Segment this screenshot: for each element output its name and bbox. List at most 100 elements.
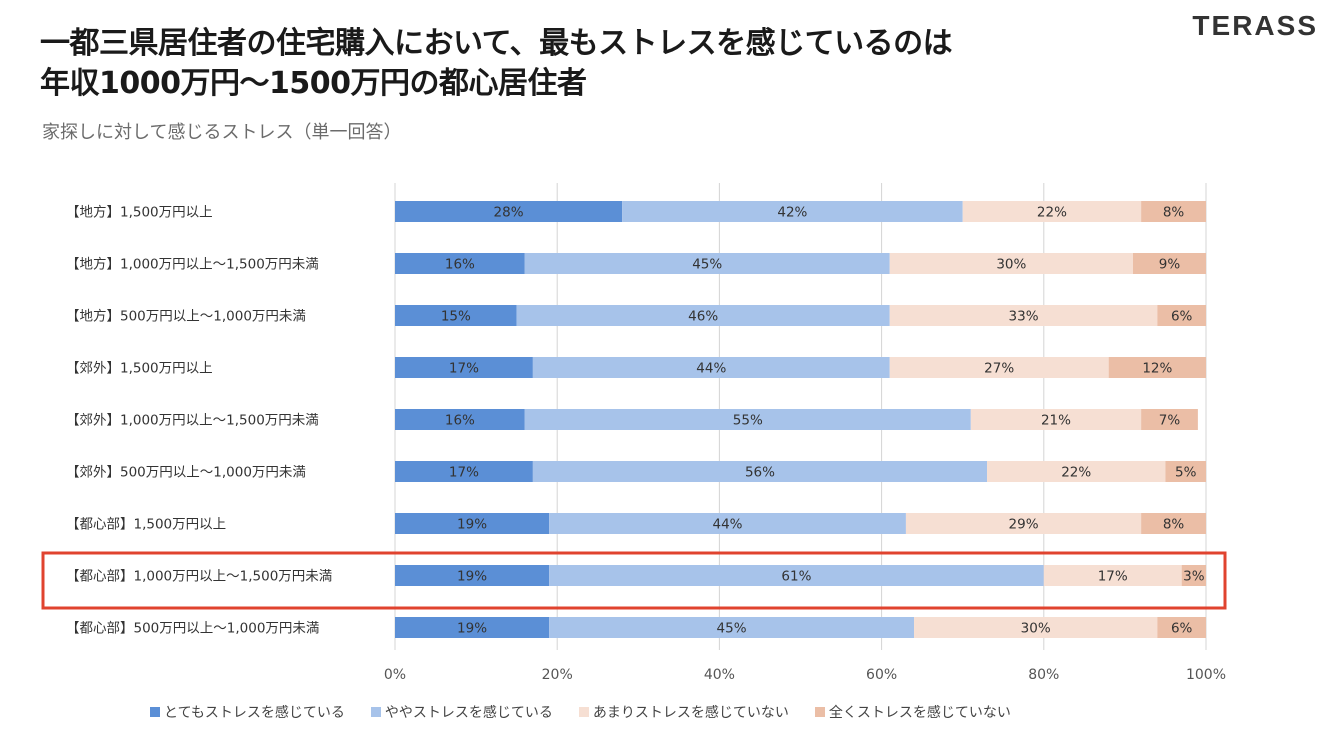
- bar-segment: [395, 357, 533, 378]
- bar-segment: [395, 617, 550, 638]
- data-label: 16%: [445, 413, 475, 429]
- bar-segment: [395, 513, 550, 534]
- legend-swatch: [370, 707, 381, 717]
- x-tick-label: 20%: [542, 667, 573, 683]
- bar-segment: [395, 201, 623, 222]
- legend-item: 全くストレスを感じていない: [814, 702, 1011, 722]
- legend-label: あまりストレスを感じていない: [592, 705, 789, 721]
- bar-segment: [524, 409, 971, 430]
- data-label: 29%: [1009, 517, 1039, 533]
- category-label: 【地方】1,000万円以上～1,500万円未満: [66, 257, 319, 273]
- category-label: 【都心部】500万円以上～1,000万円未満: [66, 621, 319, 637]
- legend-item: あまりストレスを感じていない: [578, 702, 789, 722]
- data-label: 22%: [1061, 465, 1091, 481]
- x-tick-label: 100%: [1186, 667, 1226, 683]
- data-label: 9%: [1159, 257, 1181, 273]
- category-label: 【地方】1,500万円以上: [66, 205, 213, 221]
- bar-segment: [622, 201, 963, 222]
- data-label: 42%: [777, 205, 807, 221]
- data-label: 17%: [449, 465, 479, 481]
- bar-segment: [524, 253, 890, 274]
- x-tick-label: 40%: [704, 667, 735, 683]
- bar-segment: [889, 357, 1109, 378]
- category-label: 【郊外】1,500万円以上: [66, 360, 213, 377]
- legend-item: とてもストレスを感じている: [150, 702, 345, 722]
- bar-segment: [1157, 305, 1206, 326]
- data-label: 7%: [1159, 413, 1181, 429]
- bar-segment: [549, 513, 906, 534]
- bar-segment: [914, 617, 1158, 638]
- data-label: 5%: [1175, 465, 1197, 481]
- legend-swatch: [150, 707, 160, 717]
- data-label: 21%: [1041, 413, 1071, 429]
- legend-label: ややストレスを感じている: [384, 705, 553, 721]
- x-tick-label: 60%: [866, 667, 897, 683]
- data-label: 61%: [781, 569, 811, 585]
- chart-legend: とてもストレスを感じている ややストレスを感じている あまりストレスを感じていない 全…: [150, 700, 1011, 724]
- data-label: 45%: [717, 621, 747, 637]
- bar-segment: [1141, 409, 1198, 430]
- bar-segment: [395, 461, 533, 482]
- chart-subtitle: 家探しに対して感じるストレス（単一回答）: [42, 122, 402, 143]
- data-label: 19%: [457, 569, 487, 585]
- legend-label: とてもストレスを感じている: [164, 705, 345, 721]
- legend-label: 全くストレスを感じていない: [828, 705, 1011, 721]
- data-label: 15%: [441, 309, 471, 325]
- category-label: 【郊外】500万円以上～1,000万円未満: [66, 464, 306, 481]
- data-label: 8%: [1163, 517, 1185, 533]
- data-label: 28%: [494, 205, 524, 221]
- data-label: 8%: [1163, 205, 1185, 221]
- bar-segment: [516, 305, 890, 326]
- bar-segment: [395, 409, 525, 430]
- highlight-box: [41, 551, 1227, 610]
- bar-segment: [1108, 357, 1206, 378]
- bar-segment: [549, 565, 1044, 586]
- data-label: 19%: [457, 517, 487, 533]
- bar-segment: [532, 357, 890, 378]
- data-label: 6%: [1171, 309, 1193, 325]
- data-label: 30%: [996, 257, 1026, 273]
- data-label: 17%: [1098, 569, 1128, 585]
- data-label: 33%: [1009, 309, 1039, 325]
- data-label: 22%: [1037, 205, 1067, 221]
- stacked-bar-chart: 0% 20% 40% 60% 80% 100% 【地方】1,500万円以上 28% 42% 22%…: [41, 183, 1227, 683]
- data-label: 16%: [445, 257, 475, 273]
- data-label: 44%: [713, 517, 743, 533]
- bar-segment: [549, 617, 915, 638]
- bar-segment: [1141, 513, 1206, 534]
- bar-segment: [889, 253, 1134, 274]
- legend-item: ややストレスを感じている: [370, 702, 553, 722]
- data-label: 56%: [745, 465, 775, 481]
- data-label: 45%: [692, 257, 722, 273]
- category-label: 【都心部】1,000万円以上～1,500万円未満: [66, 569, 332, 585]
- page-title: 一都三県居住者の住宅購入において、最もストレスを感じているのは 年収1000万円…: [40, 24, 1160, 104]
- data-label: 3%: [1183, 569, 1205, 585]
- bar-segment: [1165, 461, 1206, 482]
- bar-segment: [395, 565, 550, 586]
- bar-segment: [1043, 565, 1182, 586]
- category-label: 【地方】500万円以上～1,000万円未満: [66, 309, 306, 325]
- data-label: 55%: [733, 413, 763, 429]
- data-label: 46%: [688, 309, 718, 325]
- category-label: 【郊外】1,000万円以上～1,500万円未満: [66, 412, 319, 429]
- category-label: 【都心部】1,500万円以上: [66, 517, 226, 533]
- bar-segment: [970, 409, 1142, 430]
- data-label: 27%: [984, 361, 1014, 377]
- data-label: 44%: [696, 361, 726, 377]
- bar-segment: [962, 201, 1142, 222]
- data-label: 30%: [1021, 621, 1051, 637]
- legend-swatch: [578, 707, 589, 717]
- legend-swatch: [814, 707, 825, 717]
- data-label: 6%: [1171, 621, 1193, 637]
- bar-segment: [987, 461, 1166, 482]
- data-label: 17%: [449, 361, 479, 377]
- bar-segment: [889, 305, 1158, 326]
- brand-logo: TERASS: [1192, 10, 1318, 41]
- data-label: 12%: [1142, 361, 1172, 377]
- bar-segment: [395, 305, 517, 326]
- data-label: 19%: [457, 621, 487, 637]
- x-tick-label: 0%: [384, 667, 406, 683]
- bar-segment: [395, 253, 525, 274]
- bar-segment: [1141, 201, 1206, 222]
- bar-segment: [1181, 565, 1206, 586]
